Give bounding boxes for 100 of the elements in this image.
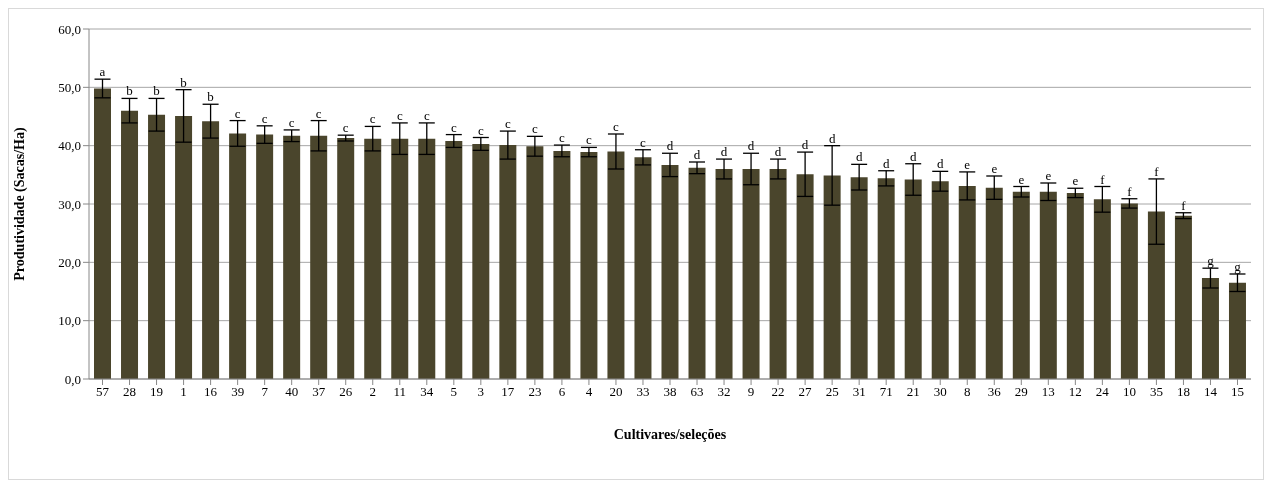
x-tick-label: 32 (717, 384, 731, 400)
bar (796, 174, 814, 379)
x-tick-label: 6 (558, 384, 566, 400)
annotation: d (909, 148, 917, 164)
annotation: c (342, 120, 349, 136)
bar (1012, 191, 1030, 379)
annotation: d (747, 138, 755, 154)
annotation: a (99, 64, 106, 80)
bar (391, 138, 409, 379)
x-tick-label: 34 (420, 384, 434, 400)
x-tick-label: 35 (1149, 384, 1163, 400)
x-tick-label: 38 (663, 384, 677, 400)
bar (769, 169, 787, 379)
annotation: f (1154, 163, 1160, 179)
bar (175, 115, 193, 379)
annotation: d (936, 156, 944, 172)
y-tick-label: 60,0 (58, 21, 81, 37)
annotation: f (1127, 183, 1133, 199)
bar (310, 135, 328, 379)
x-axis-title: Cultivares/seleções (613, 426, 727, 442)
y-tick-label: 30,0 (58, 196, 81, 212)
x-tick-label: 2 (369, 384, 376, 400)
bar (607, 151, 625, 379)
bar (445, 141, 463, 379)
x-tick-label: 36 (987, 384, 1002, 400)
x-tick-label: 30 (933, 384, 947, 400)
bar (742, 169, 760, 379)
x-tick-label: 31 (852, 384, 866, 400)
y-axis-title: Produtividade (Sacas/Ha) (11, 126, 28, 281)
annotation: c (288, 114, 295, 130)
bar (121, 110, 139, 379)
x-tick-label: 13 (1041, 384, 1055, 400)
annotation: b (126, 83, 133, 99)
annotation: c (613, 119, 620, 134)
annotation: c (477, 122, 484, 138)
bar (1228, 282, 1246, 379)
x-tick-label: 9 (747, 384, 755, 400)
x-tick-label: 11 (393, 384, 407, 400)
x-tick-label: 16 (204, 384, 218, 400)
bar (256, 134, 274, 379)
x-tick-label: 29 (1014, 384, 1028, 400)
bar (499, 145, 517, 379)
bar (148, 114, 166, 379)
x-tick-label: 33 (636, 384, 650, 400)
x-tick-label: 25 (825, 384, 839, 400)
x-tick-label: 5 (450, 384, 458, 400)
bar (1147, 211, 1165, 379)
x-tick-label: 26 (339, 384, 353, 400)
bar (229, 133, 247, 379)
bar (472, 143, 490, 379)
x-tick-label: 20 (609, 384, 623, 400)
bar (283, 135, 301, 379)
x-tick-label: 57 (96, 384, 110, 400)
bar (931, 181, 949, 379)
bar (418, 138, 436, 379)
bar (958, 185, 976, 379)
annotation: c (531, 121, 538, 137)
annotation: c (423, 107, 430, 123)
annotation: e (1018, 171, 1025, 187)
bar (850, 177, 868, 379)
x-tick-label: 71 (879, 384, 893, 400)
annotation: d (801, 137, 809, 153)
x-tick-label: 10 (1122, 384, 1136, 400)
bar (364, 138, 382, 379)
y-tick-label: 10,0 (58, 313, 81, 329)
annotation: f (1181, 197, 1187, 213)
x-tick-label: 7 (261, 384, 269, 400)
annotation: g (1207, 253, 1215, 269)
bar (877, 178, 895, 379)
bar (661, 164, 679, 379)
x-tick-label: 24 (1095, 384, 1110, 400)
annotation: c (315, 105, 322, 121)
x-tick-label: 15 (1230, 384, 1244, 400)
annotation: c (504, 116, 511, 132)
x-tick-label: 19 (150, 384, 164, 400)
annotation: e (964, 156, 971, 172)
bar (1093, 199, 1111, 379)
bar (553, 150, 571, 379)
bar (580, 152, 598, 379)
annotation: e (991, 161, 998, 176)
annotation: c (559, 130, 566, 146)
annotation: e (1072, 173, 1079, 189)
annotation: d (828, 130, 836, 146)
bar (202, 121, 220, 379)
annotation: d (774, 144, 782, 160)
bar (904, 179, 922, 379)
x-tick-label: 37 (312, 384, 326, 400)
y-tick-label: 0,0 (64, 371, 81, 387)
annotation: d (693, 147, 701, 162)
bar (94, 88, 111, 379)
annotation: b (207, 89, 214, 105)
bar (985, 187, 1003, 379)
x-tick-label: 63 (690, 384, 704, 400)
annotation: d (666, 138, 674, 154)
x-tick-label: 17 (501, 384, 515, 400)
x-tick-label: 12 (1068, 384, 1082, 400)
x-tick-label: 27 (798, 384, 813, 400)
bar (1174, 215, 1192, 379)
bar (715, 169, 733, 379)
y-tick-label: 50,0 (58, 79, 81, 95)
